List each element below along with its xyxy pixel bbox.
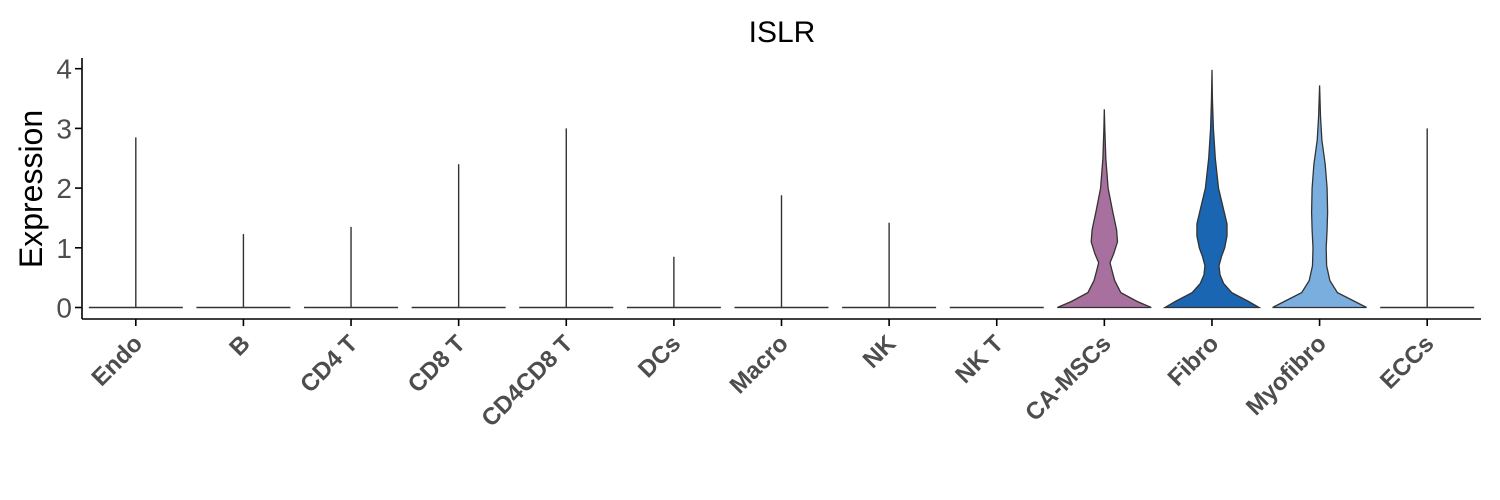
violin-myofibro	[1272, 85, 1367, 309]
y-axis-ticks: 0 1 2 3 4	[56, 54, 82, 324]
violin-layer	[88, 69, 1475, 309]
y-tick-label: 0	[56, 293, 72, 324]
x-tick-label: Fibro	[1163, 330, 1225, 392]
x-tick-label: ECCs	[1375, 330, 1439, 394]
y-axis-label: Expression	[13, 110, 49, 268]
y-tick-label: 1	[56, 233, 72, 264]
violin-endo	[88, 137, 183, 309]
violin-eccs	[1380, 128, 1475, 309]
chart-title: ISLR	[749, 16, 816, 49]
violin-fibro	[1162, 69, 1262, 309]
violin-macro	[734, 195, 829, 309]
x-tick-label: CD8 T	[403, 330, 471, 398]
x-tick-label: DCs	[633, 330, 686, 383]
x-tick-label: NK T	[950, 330, 1009, 389]
x-tick-label: CD4CD8 T	[476, 330, 578, 432]
x-tick-label: B	[224, 330, 255, 361]
y-tick-label: 4	[56, 54, 72, 85]
violin-cd8-t	[411, 164, 506, 309]
y-tick-label: 3	[56, 113, 72, 144]
x-tick-label: NK	[858, 330, 902, 374]
violin-nk	[842, 222, 937, 309]
violin-shape	[1057, 109, 1152, 309]
violin-shape	[1272, 85, 1367, 309]
violin-dcs	[626, 256, 721, 309]
x-tick-label: CD4 T	[295, 330, 363, 398]
violin-cd4-t	[304, 226, 399, 309]
x-axis-ticks: Endo B CD4 T CD8 T CD4CD8 T DCs Macro NK NK T CA-…	[87, 319, 1439, 432]
y-tick-label: 2	[56, 173, 72, 204]
violin-cd4cd8-t	[519, 128, 614, 309]
x-tick-label: CA-MSCs	[1020, 330, 1116, 426]
violin-shape	[1162, 69, 1262, 309]
x-tick-label: Endo	[87, 330, 149, 392]
violin-b	[196, 234, 291, 309]
violin-ca-mscs	[1057, 109, 1152, 309]
x-tick-label: Macro	[725, 330, 794, 399]
x-tick-label: Myofibro	[1241, 330, 1332, 421]
